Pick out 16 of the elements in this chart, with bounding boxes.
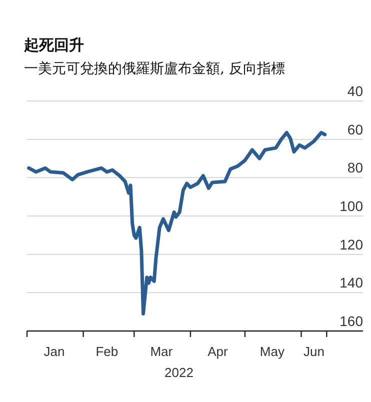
x-tick-label: Jan [44, 344, 65, 359]
y-tick-label: 120 [340, 236, 364, 252]
y-tick-label: 80 [347, 160, 364, 176]
y-tick-label: 40 [347, 83, 364, 99]
x-tick-label: Jun [303, 344, 324, 359]
x-tick-label: May [260, 344, 285, 359]
y-tick-label: 60 [347, 121, 364, 138]
x-axis-title: 2022 [164, 365, 194, 380]
x-tick-label: Feb [96, 344, 118, 359]
y-tick-label: 100 [340, 198, 364, 214]
chart-title: 起死回升 [23, 36, 84, 54]
x-tick-label: Mar [150, 344, 174, 359]
y-tick-label: 160 [340, 313, 364, 329]
chart-subtitle: 一美元可兌換的俄羅斯盧布金額, 反向指標 [24, 61, 285, 77]
x-tick-label: Apr [208, 344, 228, 359]
y-tick-label: 140 [340, 274, 364, 291]
